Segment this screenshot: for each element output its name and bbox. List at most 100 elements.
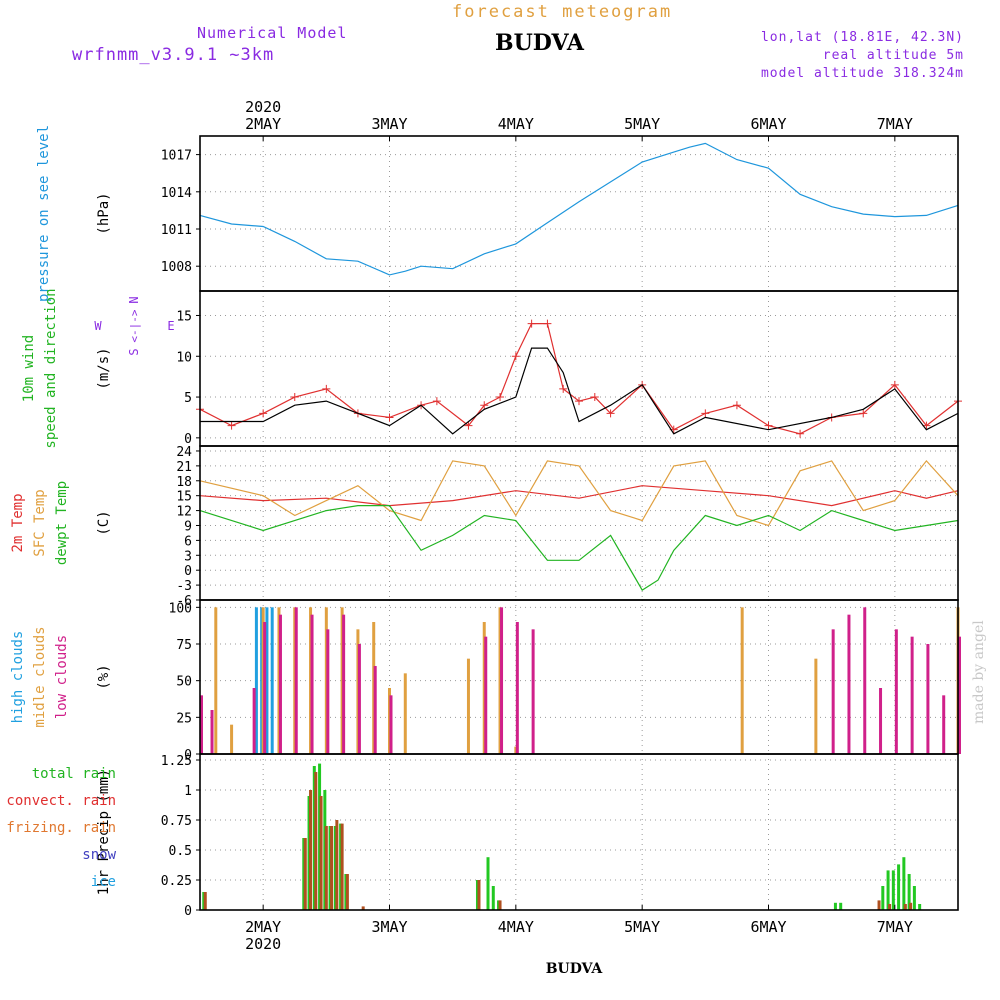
clouds-bar bbox=[252, 688, 256, 754]
clouds-legend-label: low clouds bbox=[54, 635, 70, 719]
date-label-bottom: 3MAY bbox=[371, 918, 407, 936]
wind-point bbox=[227, 421, 236, 430]
clouds-ytick-label: 25 bbox=[176, 711, 192, 726]
precip-ytick-label: 0.25 bbox=[161, 874, 192, 889]
clouds-bar bbox=[958, 636, 961, 754]
precip-ylabel: 1hr Precip (mm) bbox=[96, 769, 112, 895]
date-label-top: 3MAY bbox=[371, 115, 407, 133]
date-label-top: 4MAY bbox=[498, 115, 534, 133]
wind-point bbox=[575, 397, 583, 406]
year-label-bottom: 2020 bbox=[245, 935, 281, 953]
compass-east: E bbox=[167, 319, 174, 333]
clouds-ytick-label: 50 bbox=[176, 675, 192, 690]
clouds-bar bbox=[270, 607, 274, 754]
clouds-bar bbox=[278, 614, 282, 754]
clouds-legend-label: midle clouds bbox=[32, 626, 48, 727]
temperature-ytick-label: 21 bbox=[176, 460, 192, 475]
precip-bar bbox=[319, 796, 323, 910]
precip-bar bbox=[881, 886, 885, 910]
wind-series-line bbox=[199, 323, 959, 435]
wind-legend-label: speed and direction bbox=[43, 288, 59, 448]
wind-point bbox=[385, 413, 394, 422]
temperature-series-line bbox=[199, 505, 959, 591]
temperature-series-line bbox=[199, 459, 959, 527]
clouds-bar bbox=[814, 658, 818, 754]
temperature-ytick-label: 12 bbox=[176, 505, 192, 520]
clouds-bar bbox=[926, 644, 930, 754]
marks-layer bbox=[196, 142, 962, 910]
precip-bar bbox=[203, 892, 207, 910]
grid-layer bbox=[200, 136, 958, 911]
date-label-top: 5MAY bbox=[624, 115, 660, 133]
temperature-legend-label: 2m Temp bbox=[10, 493, 26, 552]
temperature-ytick-label: 3 bbox=[184, 549, 192, 564]
clouds-ylabel: (%) bbox=[96, 664, 112, 689]
clouds-bar bbox=[294, 607, 298, 754]
precip-bar bbox=[330, 826, 334, 910]
clouds-ytick-label: 100 bbox=[169, 601, 192, 616]
date-label-bottom: 2MAY bbox=[245, 918, 281, 936]
clouds-bar bbox=[847, 614, 851, 754]
clouds-bar bbox=[863, 607, 867, 754]
wind-point bbox=[480, 401, 489, 410]
precip-bar bbox=[303, 838, 307, 910]
precip-bar bbox=[902, 857, 906, 910]
clouds-bar bbox=[466, 658, 470, 754]
date-label-top: 6MAY bbox=[750, 115, 786, 133]
real-altitude-label: real altitude 5m bbox=[822, 48, 964, 63]
precip-legend-label: total rain bbox=[32, 766, 116, 782]
model-label: Numerical Model bbox=[197, 24, 348, 42]
temperature-ytick-label: 24 bbox=[176, 445, 192, 460]
precip-bar bbox=[340, 823, 344, 910]
compass-north: N bbox=[127, 296, 141, 303]
clouds-bar bbox=[342, 614, 346, 754]
precip-legend-label: convect. rain bbox=[6, 793, 116, 809]
clouds-frame bbox=[199, 599, 959, 755]
pressure-frame bbox=[199, 135, 959, 292]
precip-ytick-label: 0 bbox=[184, 904, 192, 919]
precip-bar bbox=[833, 902, 837, 910]
clouds-bar bbox=[894, 629, 898, 754]
wind-ytick-label: 15 bbox=[176, 309, 192, 324]
compass-south: S bbox=[127, 348, 141, 355]
wind-point bbox=[606, 409, 615, 418]
pressure-ytick-label: 1008 bbox=[161, 260, 192, 275]
date-label-top: 7MAY bbox=[877, 115, 913, 133]
wind-point bbox=[259, 409, 268, 418]
clouds-ytick-label: 75 bbox=[176, 638, 192, 653]
precip-bar bbox=[309, 790, 313, 910]
precip-ytick-label: 1.25 bbox=[161, 754, 192, 769]
precip-bar bbox=[909, 902, 913, 910]
temperature-ytick-label: 9 bbox=[184, 519, 192, 534]
clouds-bar bbox=[403, 673, 407, 754]
wind-point bbox=[511, 352, 520, 361]
clouds-ytick-label: 0 bbox=[184, 748, 192, 763]
wind-ytick-label: 5 bbox=[184, 391, 192, 406]
precip-legend-label: frizing. rain bbox=[6, 820, 116, 836]
clouds-bar bbox=[879, 688, 883, 754]
wind-point bbox=[464, 421, 473, 430]
precip-bar bbox=[345, 874, 349, 910]
clouds-bar bbox=[265, 607, 269, 754]
clouds-bar bbox=[831, 629, 835, 754]
wind-point bbox=[290, 393, 299, 402]
model-altitude-label: model altitude 318.324m bbox=[760, 66, 964, 81]
clouds-bar bbox=[200, 695, 203, 754]
wind-ytick-label: 10 bbox=[176, 350, 192, 365]
precip-legend-label: snow bbox=[82, 847, 116, 863]
clouds-bar bbox=[942, 695, 946, 754]
clouds-bar bbox=[310, 614, 314, 754]
wind-point bbox=[859, 409, 868, 418]
wind-frame bbox=[199, 290, 959, 447]
wind-series-line bbox=[200, 347, 959, 435]
wind-point bbox=[559, 384, 568, 393]
wind-legend-label: 10m wind bbox=[21, 335, 37, 402]
wind-point bbox=[527, 319, 536, 328]
date-label-bottom: 7MAY bbox=[877, 918, 913, 936]
clouds-bar bbox=[500, 607, 504, 754]
precip-bar bbox=[839, 902, 843, 910]
clouds-bar bbox=[389, 695, 393, 754]
compass-center: <-|-> bbox=[128, 309, 141, 342]
clouds-legend-label: high clouds bbox=[10, 631, 26, 724]
